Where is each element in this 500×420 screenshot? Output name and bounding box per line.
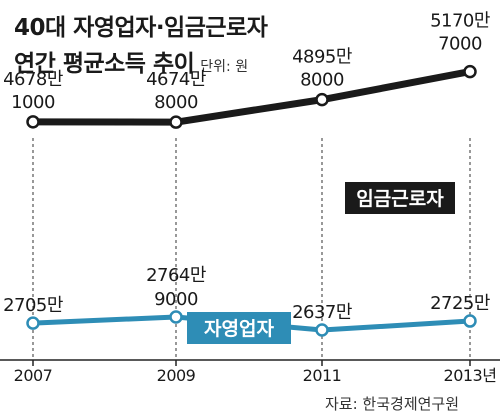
data-label-1-3-0: 2725만 <box>430 293 490 314</box>
data-point-1-2 <box>315 323 329 337</box>
unit-label: 단위: 원 <box>200 59 249 75</box>
data-label-0-0-1: 1000 <box>11 92 55 113</box>
source-label: 자료: 한국경제연구원 <box>325 395 460 413</box>
chart-title-line-1: 40대 자영업자·임금근로자 <box>14 15 268 41</box>
data-point-1-3 <box>463 314 477 328</box>
data-label-0-3-1: 7000 <box>438 34 482 55</box>
data-label-0-2-0: 4895만 <box>292 47 352 68</box>
legend-box-1 <box>187 312 291 344</box>
data-point-0-1 <box>169 115 183 129</box>
series-line-0 <box>29 68 474 126</box>
data-point-1-1 <box>169 310 183 324</box>
x-tick-label-0: 2007 <box>14 366 53 385</box>
x-tick-label-3: 2013년 <box>444 366 497 385</box>
x-tick-label-1: 2009 <box>157 366 196 385</box>
data-label-0-3-0: 5170만 <box>430 11 490 32</box>
data-point-0-3 <box>463 64 477 79</box>
data-label-0-1-1: 8000 <box>154 92 198 113</box>
data-label-0-2-1: 8000 <box>300 70 344 91</box>
legend-label-1: 자영업자 <box>204 318 274 340</box>
legend-box-0 <box>345 182 455 214</box>
data-label-1-1-0: 2764만 <box>146 265 206 286</box>
data-label-1-2-0: 2637만 <box>292 302 352 323</box>
data-point-0-0 <box>26 115 40 129</box>
data-label-0-1-0: 4674만 <box>146 69 206 90</box>
data-point-1-0 <box>26 316 40 330</box>
data-point-0-2 <box>315 92 329 107</box>
chart-title-line-2: 연간 평균소득 추이 단위: 원 <box>14 51 249 77</box>
legend-label-0: 임금근로자 <box>356 188 444 210</box>
data-label-1-1-1: 9000 <box>154 289 198 310</box>
data-label-1-0-0: 2705만 <box>3 295 63 316</box>
data-label-0-0-0: 4678만 <box>3 69 63 90</box>
x-tick-label-2: 2011 <box>303 366 342 385</box>
